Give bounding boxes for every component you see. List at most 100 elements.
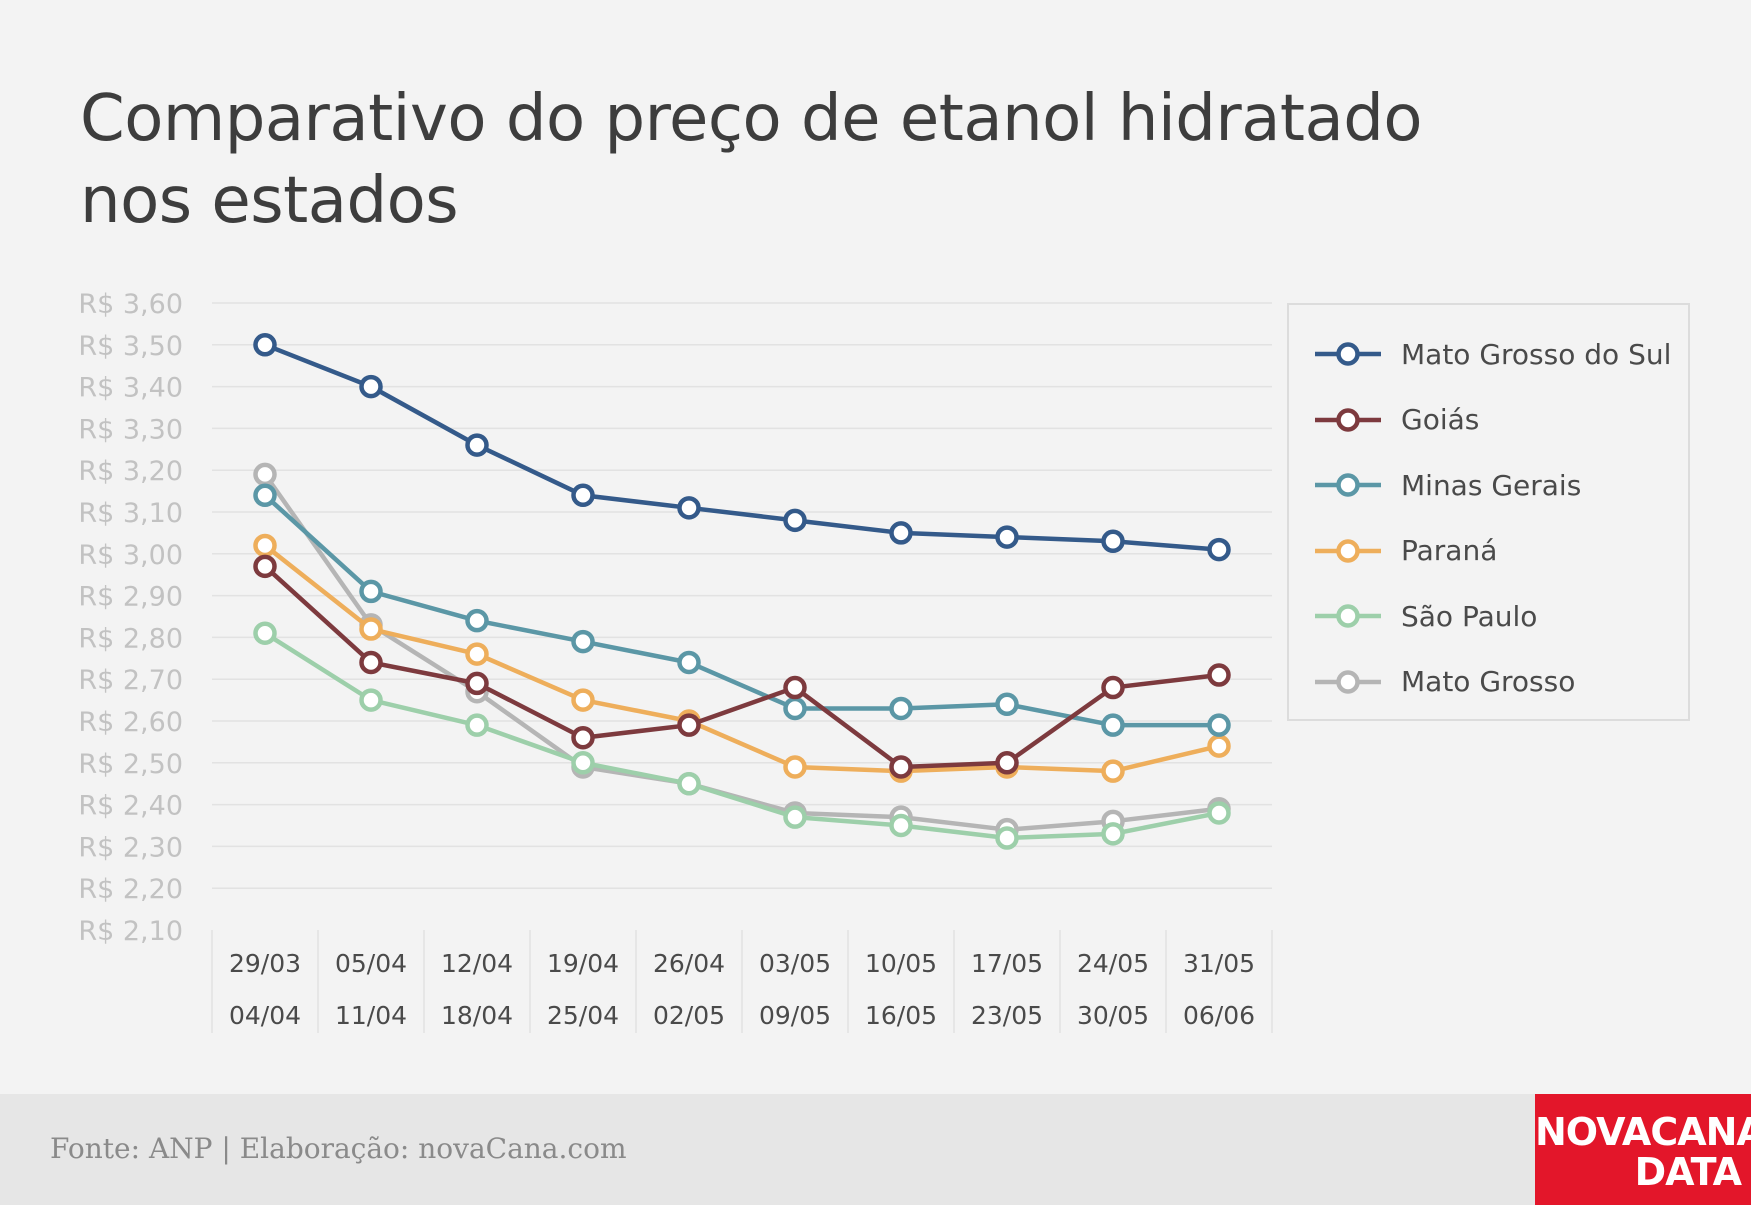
series-line-mato-grosso-do-sul bbox=[264, 342, 1220, 552]
data-point-goias bbox=[1101, 675, 1125, 700]
legend-swatch bbox=[1315, 342, 1381, 366]
x-tick-label-start: 03/05 bbox=[759, 949, 831, 978]
x-axis-ticks: 29/03 04/04 05/04 11/04 12/04 18/04 19/04 25/04… bbox=[211, 930, 1273, 1033]
data-point-parana bbox=[359, 617, 383, 641]
data-point-minas-gerais bbox=[571, 629, 595, 654]
data-point-minas-gerais bbox=[1101, 713, 1125, 737]
line-chart: R$ 3,60 R$ 3,50 R$ 3,40 R$ 3,30 R$ 3,20 R$ 3,… bbox=[78, 289, 1273, 1033]
data-point-mato-grosso bbox=[253, 462, 277, 487]
x-tick-label-start: 29/03 bbox=[229, 949, 301, 978]
y-tick-label: R$ 2,90 bbox=[78, 582, 183, 613]
series-mato-grosso bbox=[253, 462, 1231, 842]
data-point-mato-grosso-do-sul bbox=[1101, 529, 1125, 554]
legend-item: Mato Grosso bbox=[1313, 662, 1575, 702]
y-tick-label: R$ 3,40 bbox=[78, 373, 183, 404]
y-tick-label: R$ 2,80 bbox=[78, 623, 183, 654]
legend-swatch bbox=[1315, 407, 1381, 432]
x-tick-label-start: 05/04 bbox=[335, 949, 407, 978]
legend-label: Paraná bbox=[1401, 534, 1498, 567]
data-point-goias bbox=[677, 713, 701, 737]
logo-line-1: NOVACANA bbox=[1535, 1110, 1751, 1154]
data-point-sao-paulo bbox=[571, 751, 595, 775]
y-tick-label: R$ 3,20 bbox=[78, 456, 183, 487]
y-tick-label: R$ 2,70 bbox=[78, 665, 183, 696]
legend-label: Goiás bbox=[1401, 403, 1480, 436]
data-point-mato-grosso-do-sul bbox=[359, 374, 383, 399]
legend-swatch bbox=[1315, 669, 1381, 694]
series-lines bbox=[253, 333, 1231, 850]
data-point-sao-paulo bbox=[253, 621, 277, 645]
data-point-minas-gerais bbox=[783, 696, 807, 721]
y-tick-label: R$ 3,00 bbox=[78, 540, 183, 571]
legend-label: Mato Grosso bbox=[1401, 665, 1576, 698]
legend-item: Paraná bbox=[1313, 531, 1497, 571]
x-tick-label-end: 06/06 bbox=[1183, 1001, 1255, 1030]
series-parana bbox=[253, 533, 1231, 783]
y-tick-label: R$ 3,50 bbox=[78, 331, 183, 362]
data-point-sao-paulo bbox=[1207, 801, 1231, 825]
series-line-minas-gerais bbox=[263, 493, 1219, 728]
legend-item: Mato Grosso do Sul bbox=[1313, 334, 1671, 374]
y-tick-label: R$ 2,10 bbox=[78, 916, 183, 947]
data-point-mato-grosso-do-sul bbox=[995, 525, 1019, 549]
legend-swatch bbox=[1315, 538, 1381, 563]
logo-line-2: DATA bbox=[1634, 1150, 1742, 1194]
data-point-sao-paulo bbox=[359, 688, 383, 712]
data-point-minas-gerais bbox=[1207, 713, 1231, 737]
data-point-goias bbox=[1207, 663, 1231, 687]
data-point-parana bbox=[783, 755, 807, 779]
data-point-goias bbox=[783, 675, 807, 700]
data-point-minas-gerais bbox=[359, 579, 383, 604]
y-tick-label: R$ 2,60 bbox=[78, 707, 183, 738]
data-point-minas-gerais bbox=[889, 696, 913, 721]
x-tick-label-end: 30/05 bbox=[1077, 1001, 1149, 1030]
data-point-goias bbox=[889, 755, 913, 779]
y-tick-label: R$ 2,50 bbox=[78, 749, 183, 780]
data-point-sao-paulo bbox=[995, 826, 1019, 850]
data-point-sao-paulo bbox=[783, 805, 807, 829]
x-tick-label-start: 24/05 bbox=[1077, 949, 1149, 978]
data-point-minas-gerais bbox=[465, 608, 489, 633]
y-tick-label: R$ 2,40 bbox=[78, 791, 183, 822]
legend-swatch bbox=[1315, 473, 1381, 497]
data-point-goias bbox=[253, 554, 277, 579]
data-point-parana bbox=[465, 642, 489, 666]
series-line-goias bbox=[263, 564, 1220, 770]
data-point-goias bbox=[359, 650, 383, 675]
data-point-mato-grosso-do-sul bbox=[783, 508, 807, 533]
series-goias bbox=[253, 554, 1231, 779]
chart-title-line-1: Comparativo do preço de etanol hidratado bbox=[80, 82, 1423, 156]
x-tick-label-end: 11/04 bbox=[335, 1001, 407, 1030]
chart-title-line-2: nos estados bbox=[80, 164, 459, 238]
x-tick-label-start: 19/04 bbox=[547, 949, 619, 978]
x-tick-label-end: 09/05 bbox=[759, 1001, 831, 1030]
data-point-minas-gerais bbox=[995, 692, 1019, 717]
data-point-mato-grosso-do-sul bbox=[677, 496, 701, 520]
y-tick-label: R$ 3,30 bbox=[78, 414, 183, 445]
x-tick-label-end: 18/04 bbox=[441, 1001, 513, 1030]
footer: Fonte: ANP | Elaboração: novaCana.com NO… bbox=[0, 1094, 1751, 1205]
x-tick-label-start: 26/04 bbox=[653, 949, 725, 978]
data-point-goias bbox=[571, 725, 595, 750]
x-tick-label-end: 02/05 bbox=[653, 1001, 725, 1030]
legend: Mato Grosso do Sul Goiás Minas Gerais Paran… bbox=[1287, 303, 1690, 721]
data-point-parana bbox=[571, 688, 595, 712]
data-point-minas-gerais bbox=[677, 650, 701, 675]
data-point-minas-gerais bbox=[253, 483, 277, 508]
series-sao-paulo bbox=[253, 621, 1231, 850]
data-point-mato-grosso-do-sul bbox=[465, 433, 489, 457]
data-point-sao-paulo bbox=[889, 813, 913, 838]
legend-item: Goiás bbox=[1313, 400, 1479, 440]
x-tick-label-end: 25/04 bbox=[547, 1001, 619, 1030]
data-point-sao-paulo bbox=[677, 771, 701, 796]
source-text: Fonte: ANP | Elaboração: novaCana.com bbox=[50, 1132, 627, 1165]
legend-swatch bbox=[1315, 604, 1381, 628]
x-tick-label-end: 04/04 bbox=[229, 1001, 301, 1030]
data-point-parana bbox=[1207, 734, 1231, 758]
legend-label: São Paulo bbox=[1401, 599, 1538, 633]
data-point-mato-grosso-do-sul bbox=[889, 521, 913, 545]
x-tick-label-start: 17/05 bbox=[971, 949, 1043, 978]
x-tick-label-end: 23/05 bbox=[971, 1001, 1043, 1030]
x-tick-label-start: 31/05 bbox=[1183, 949, 1255, 978]
data-point-parana bbox=[1101, 759, 1125, 783]
